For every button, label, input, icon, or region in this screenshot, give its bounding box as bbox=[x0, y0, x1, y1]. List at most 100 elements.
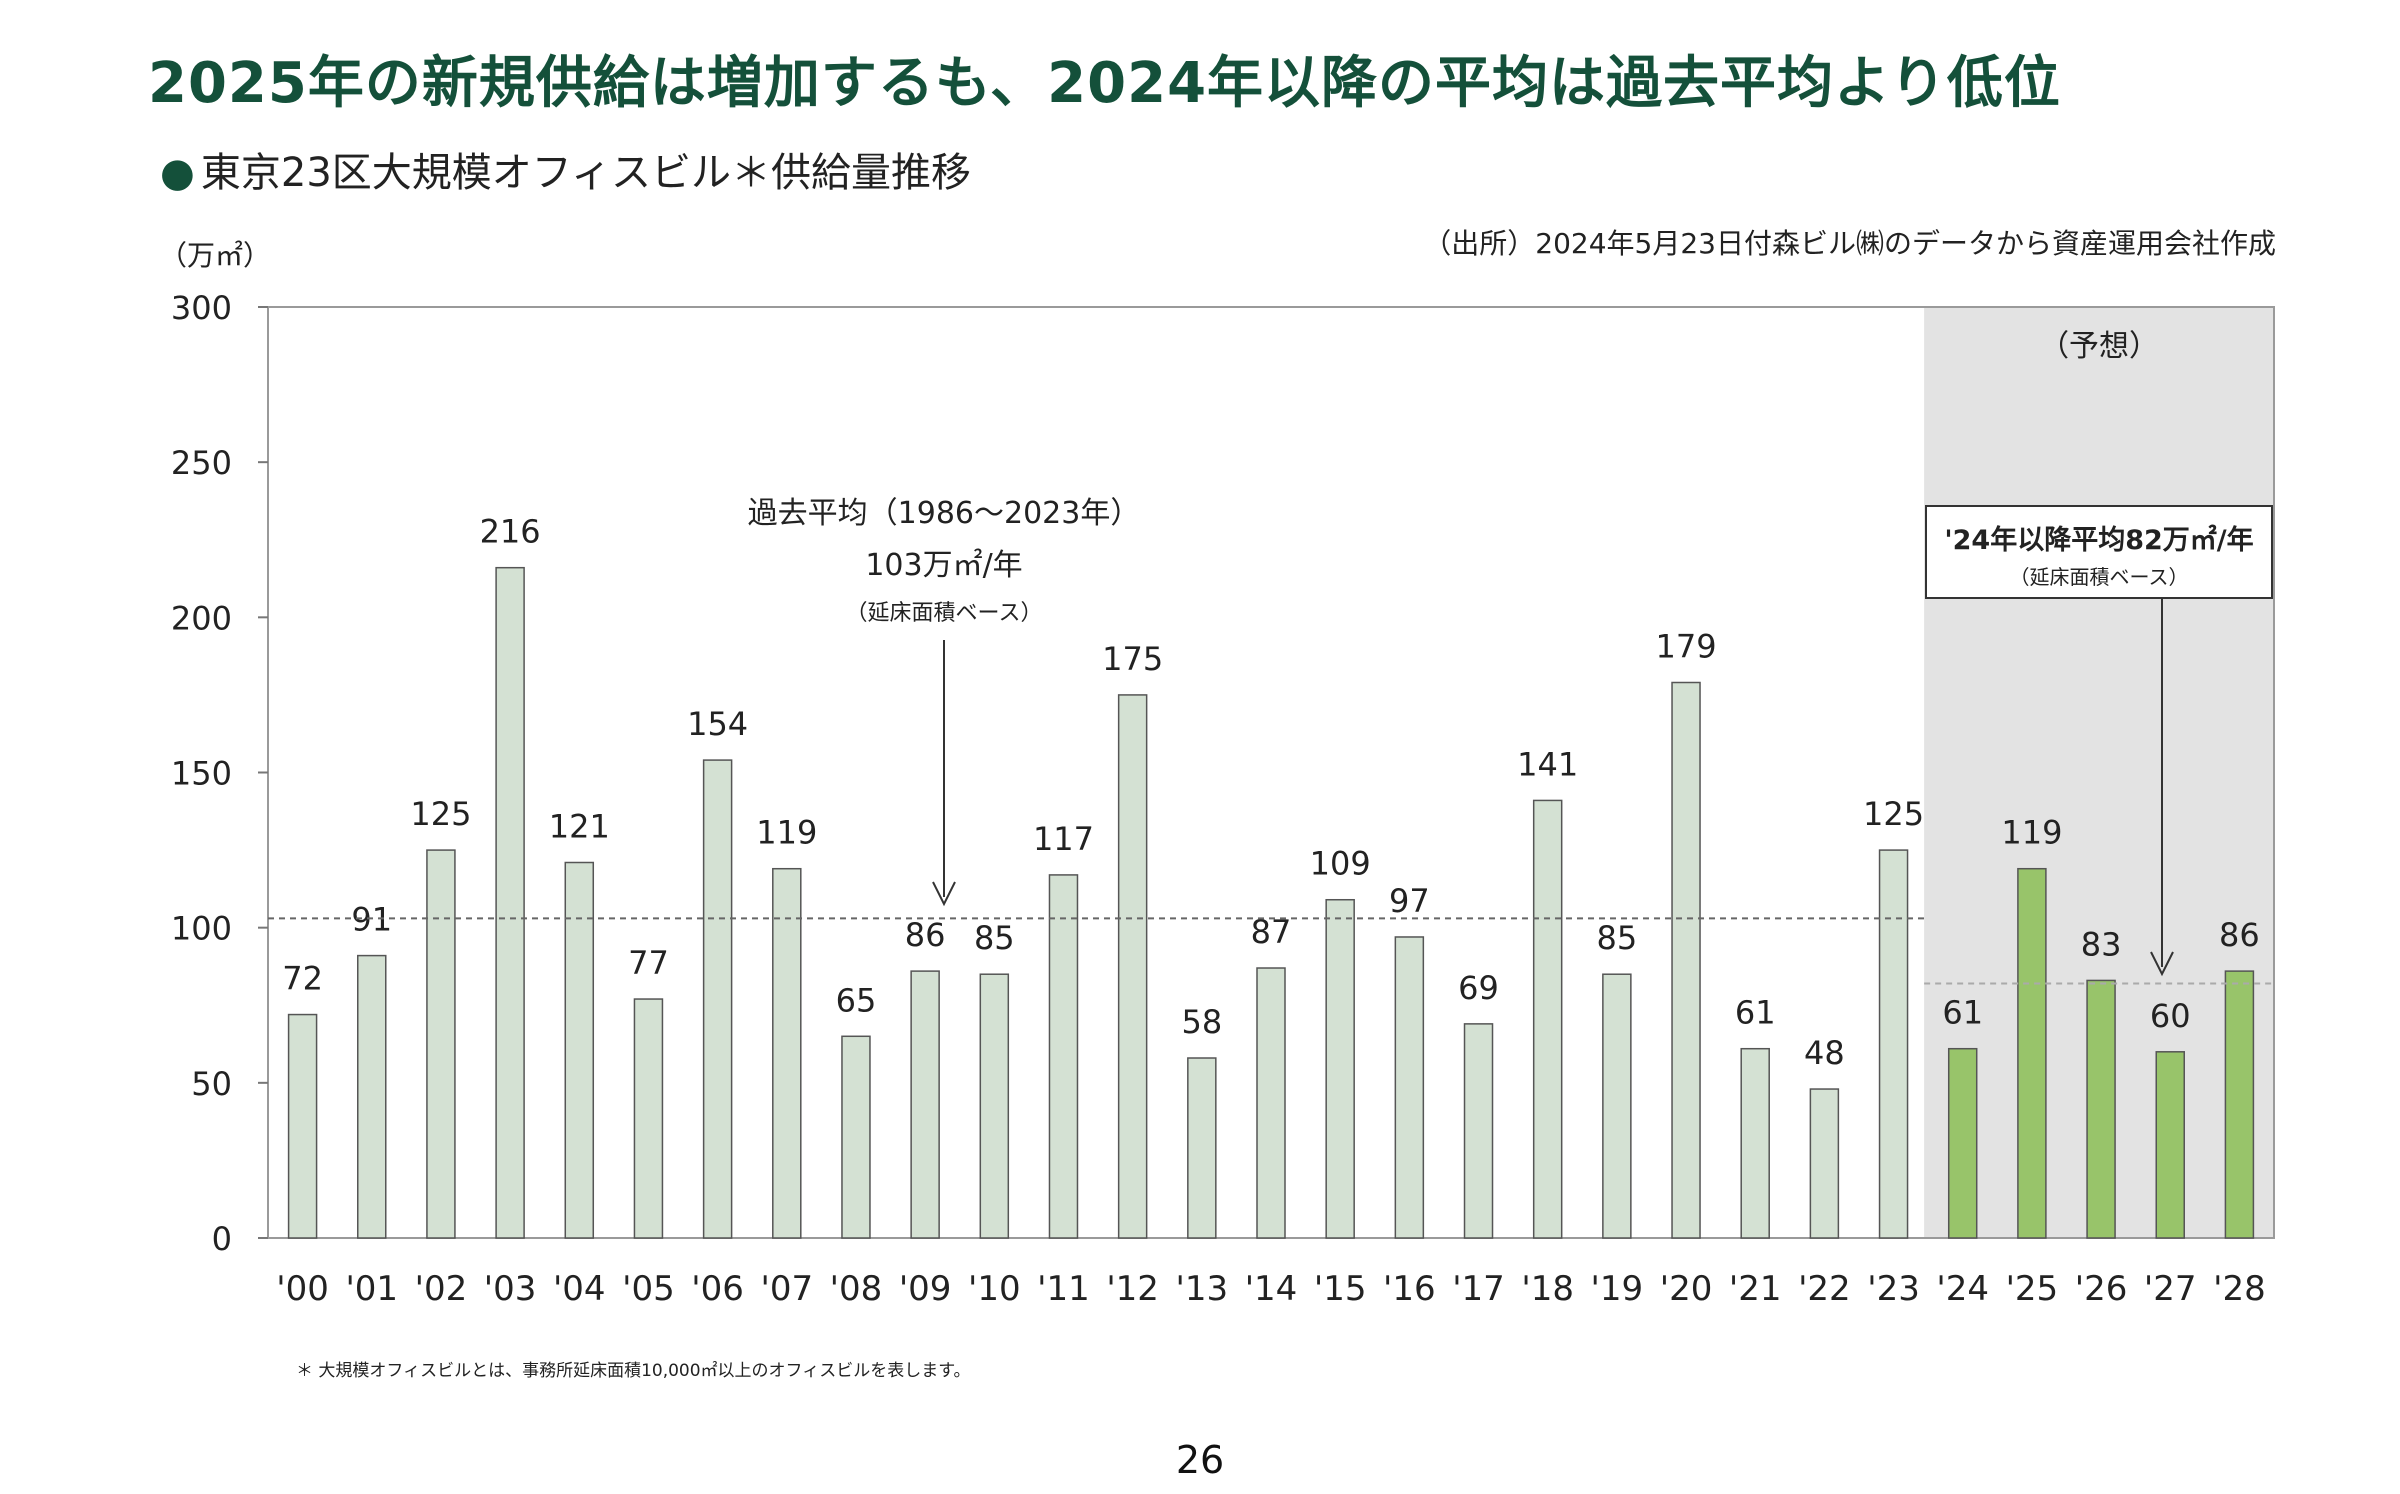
x-tick-label-'01: '01 bbox=[345, 1269, 398, 1309]
y-tick-label: 0 bbox=[212, 1220, 232, 1258]
bar-'16 bbox=[1394, 936, 1425, 1239]
data-label-'05: 77 bbox=[628, 944, 669, 982]
x-tick-label-'26: '26 bbox=[2075, 1269, 2128, 1309]
past-average-label: 過去平均（1986～2023年） bbox=[748, 496, 1141, 531]
past-average-value: 103万㎡/年 bbox=[865, 548, 1022, 583]
bar-'00 bbox=[287, 1013, 318, 1239]
y-tick-label: 100 bbox=[171, 910, 232, 948]
x-tick-label-'03: '03 bbox=[484, 1269, 537, 1309]
x-tick-label-'05: '05 bbox=[622, 1269, 675, 1309]
bar-'19 bbox=[1602, 973, 1632, 1239]
bar-'07 bbox=[772, 867, 802, 1239]
footnote: ＊ 大規模オフィスビルとは、事務所延床面積10,000㎡以上のオフィスビルを表し… bbox=[296, 1361, 971, 1381]
bar-'14 bbox=[1256, 967, 1286, 1239]
x-tick-label-'17: '17 bbox=[1452, 1269, 1505, 1309]
x-tick-label-'14: '14 bbox=[1245, 1269, 1298, 1309]
bar-'26 bbox=[2086, 979, 2116, 1239]
x-tick-label-'09: '09 bbox=[899, 1269, 952, 1309]
data-label-'22: 48 bbox=[1804, 1034, 1845, 1072]
data-label-'21: 61 bbox=[1735, 994, 1776, 1032]
x-tick-label-'12: '12 bbox=[1106, 1269, 1159, 1309]
bar-'10 bbox=[979, 973, 1010, 1239]
bar-'13 bbox=[1187, 1057, 1217, 1239]
x-tick-label-'21: '21 bbox=[1729, 1269, 1782, 1309]
bar-'24 bbox=[1947, 1047, 1978, 1239]
bar-'05 bbox=[633, 998, 664, 1239]
bar-'03 bbox=[495, 566, 525, 1239]
y-tick-label: 200 bbox=[171, 599, 232, 637]
data-label-'08: 65 bbox=[836, 981, 877, 1019]
bar-'27 bbox=[2155, 1051, 2185, 1239]
bar-chart: （予想） 0 50 100 150 200 250 300 （万㎡） 72 '00 91 '01 125 '… bbox=[159, 239, 2275, 1309]
data-label-'10: 85 bbox=[974, 919, 1015, 957]
bar-'12 bbox=[1117, 694, 1148, 1239]
past-average-basis: （延床面積ベース） bbox=[846, 601, 1043, 626]
x-tick-label-'28: '28 bbox=[2213, 1269, 2266, 1309]
data-label-'11: 117 bbox=[1033, 820, 1094, 858]
data-label-'03: 216 bbox=[480, 513, 541, 551]
x-tick-label-'07: '07 bbox=[760, 1269, 813, 1309]
data-label-'25: 119 bbox=[2001, 814, 2062, 852]
bar-'11 bbox=[1048, 874, 1079, 1239]
x-tick-label-'13: '13 bbox=[1176, 1269, 1229, 1309]
x-tick-label-'08: '08 bbox=[830, 1269, 883, 1309]
data-label-'13: 58 bbox=[1181, 1003, 1222, 1041]
x-tick-label-'22: '22 bbox=[1798, 1269, 1851, 1309]
forecast-average-arrowhead bbox=[2150, 951, 2174, 977]
forecast-average-label: '24年以降平均82万㎡/年 bbox=[1944, 524, 2253, 556]
forecast-label: （予想） bbox=[2039, 329, 2159, 364]
x-tick-label-'19: '19 bbox=[1591, 1269, 1644, 1309]
x-tick-label-'15: '15 bbox=[1314, 1269, 1367, 1309]
past-average-arrowhead bbox=[932, 881, 956, 907]
x-tick-label-'00: '00 bbox=[276, 1269, 329, 1309]
bar-'15 bbox=[1325, 898, 1355, 1239]
x-tick-label-'10: '10 bbox=[968, 1269, 1021, 1309]
data-label-'07: 119 bbox=[756, 814, 817, 852]
x-tick-label-'18: '18 bbox=[1521, 1269, 1574, 1309]
x-tick-label-'25: '25 bbox=[2006, 1269, 2059, 1309]
bar-'04 bbox=[564, 861, 595, 1239]
data-label-'00: 72 bbox=[282, 960, 323, 998]
x-tick-label-'20: '20 bbox=[1660, 1269, 1713, 1309]
y-tick-label: 300 bbox=[171, 289, 232, 327]
data-label-'12: 175 bbox=[1102, 640, 1163, 678]
y-tick-label: 250 bbox=[171, 444, 232, 482]
data-label-'20: 179 bbox=[1655, 628, 1716, 666]
bar-'28 bbox=[2224, 970, 2255, 1239]
data-label-'16: 97 bbox=[1389, 882, 1430, 920]
data-label-'26: 83 bbox=[2081, 925, 2122, 963]
y-unit-label: （万㎡） bbox=[159, 239, 271, 272]
bar-'06 bbox=[702, 759, 733, 1239]
data-label-'23: 125 bbox=[1863, 795, 1924, 833]
data-label-'04: 121 bbox=[549, 807, 610, 845]
data-label-'18: 141 bbox=[1517, 745, 1578, 783]
chart-subtitle-text: 東京23区大規模オフィスビル＊供給量推移 bbox=[200, 150, 972, 196]
bar-'08 bbox=[841, 1035, 871, 1239]
y-tick-label: 50 bbox=[191, 1065, 232, 1103]
bar-'17 bbox=[1463, 1023, 1494, 1239]
forecast-average-basis: （延床面積ベース） bbox=[2010, 565, 2189, 589]
bar-'21 bbox=[1740, 1047, 1770, 1239]
bar-'20 bbox=[1671, 681, 1701, 1239]
data-label-'27: 60 bbox=[2150, 997, 2191, 1035]
x-tick-label-'06: '06 bbox=[691, 1269, 744, 1309]
page-number: 26 bbox=[1175, 1438, 1225, 1482]
data-label-'17: 69 bbox=[1458, 969, 1499, 1007]
data-label-'19: 85 bbox=[1597, 919, 1638, 957]
data-label-'15: 109 bbox=[1310, 845, 1371, 883]
bar-'23 bbox=[1878, 849, 1909, 1239]
bar-'01 bbox=[357, 954, 387, 1239]
bullet-icon: ● bbox=[160, 150, 195, 196]
x-tick-label-'02: '02 bbox=[415, 1269, 468, 1309]
headline: 2025年の新規供給は増加するも、2024年以降の平均は過去平均より低位 bbox=[148, 51, 2061, 116]
bar-'18 bbox=[1532, 799, 1563, 1239]
x-tick-label-'11: '11 bbox=[1037, 1269, 1090, 1309]
x-tick-label-'23: '23 bbox=[1867, 1269, 1920, 1309]
x-tick-label-'04: '04 bbox=[553, 1269, 606, 1309]
chart-subtitle: ● 東京23区大規模オフィスビル＊供給量推移 bbox=[160, 140, 971, 198]
forecast-average-box bbox=[1925, 505, 2273, 599]
x-tick-label-'27: '27 bbox=[2144, 1269, 2197, 1309]
bar-'09 bbox=[910, 970, 940, 1239]
data-label-'28: 86 bbox=[2219, 916, 2260, 954]
source-note: （出所）2024年5月23日付森ビル㈱のデータから資産運用会社作成 bbox=[1423, 227, 2276, 260]
